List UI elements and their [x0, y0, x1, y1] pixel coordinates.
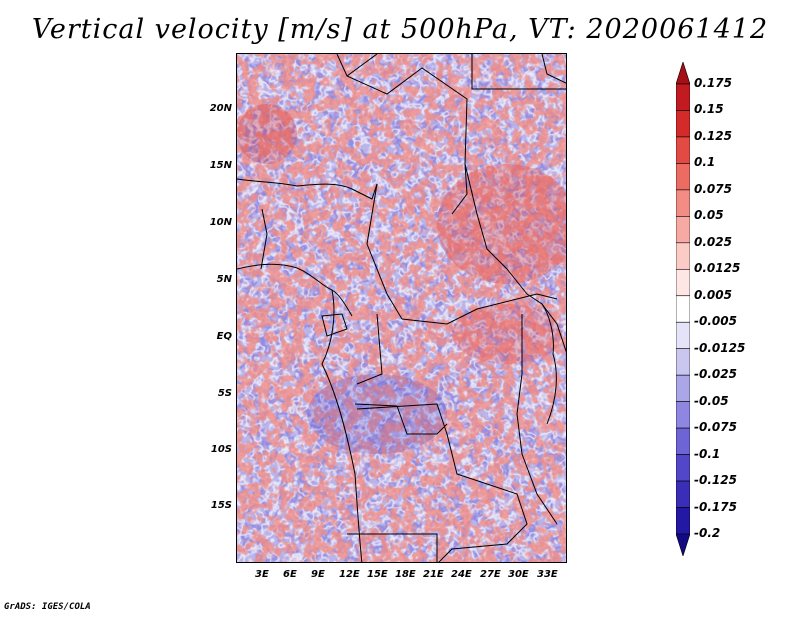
- lon-label: 33E: [537, 569, 558, 580]
- colorbar-label: -0.125: [694, 473, 737, 488]
- colorbar-label: -0.2: [694, 526, 721, 540]
- border-south-sudan: [464, 163, 528, 295]
- colorbar-swatch: [676, 216, 690, 244]
- lon-label: 24E: [451, 569, 472, 580]
- colorbar-label: 0.15: [694, 102, 724, 117]
- colorbar-label: 0.005: [694, 287, 732, 302]
- colorbar-swatch: [676, 189, 690, 217]
- colorbar-label: -0.175: [694, 499, 737, 514]
- lon-label: 3E: [255, 569, 269, 580]
- border-red-sea: [541, 54, 566, 84]
- lon-label: 6E: [283, 569, 297, 580]
- colorbar-label: 0.075: [694, 181, 732, 196]
- descent-region-basin: [307, 374, 447, 454]
- colorbar-swatch: [676, 507, 690, 535]
- colorbar-label: -0.0125: [694, 340, 746, 355]
- colorbar-label: 0.125: [694, 128, 732, 143]
- grads-footer: GrADS: IGES/COLA: [4, 602, 91, 612]
- colorbar-label: -0.075: [694, 420, 737, 435]
- coastline-gulf: [237, 263, 353, 317]
- lat-label: 5S: [217, 388, 232, 399]
- lat-label: 15N: [209, 160, 232, 171]
- ascent-region-east: [437, 164, 566, 284]
- border-cameroon: [366, 183, 403, 320]
- colorbar-swatch: [676, 401, 690, 429]
- lat-label: 5N: [216, 274, 232, 285]
- colorbar-swatch: [676, 454, 690, 482]
- colorbar-swatch: [676, 242, 690, 270]
- border-gabon-congo: [356, 313, 383, 385]
- ascent-region-west: [237, 104, 297, 164]
- lon-label: 27E: [480, 569, 501, 580]
- border-chad-sudan: [336, 54, 468, 215]
- lon-label: 9E: [311, 569, 325, 580]
- lon-label: 21E: [423, 569, 444, 580]
- colorbar-swatch: [676, 295, 690, 323]
- colorbar-swatch: [676, 321, 690, 350]
- velocity-field: [237, 54, 566, 562]
- colorbar-label: -0.05: [694, 393, 729, 408]
- colorbar-swatch: [676, 163, 690, 191]
- colorbar-swatch: [676, 83, 690, 111]
- border-car-drc: [401, 293, 558, 325]
- lat-label: 15S: [210, 500, 232, 511]
- colorbar-label: 0.05: [694, 208, 724, 223]
- border-niger-nigeria: [237, 178, 378, 200]
- colorbar-label: -0.025: [694, 367, 737, 382]
- field-ascent-pattern: [237, 54, 566, 562]
- colorbar: [676, 62, 690, 556]
- colorbar-swatch: [676, 136, 690, 164]
- colorbar-swatch: [676, 348, 690, 376]
- colorbar-swatch: [676, 110, 690, 138]
- border-equatorial-guinea: [321, 313, 348, 337]
- border-congo-drc: [354, 403, 448, 435]
- lat-label: EQ: [216, 331, 232, 342]
- colorbar-label: 0.025: [694, 234, 732, 249]
- lon-label: 12E: [339, 569, 360, 580]
- colorbar-swatch: [676, 480, 690, 508]
- colorbar-swatch: [676, 427, 690, 455]
- border-angola: [356, 403, 528, 562]
- border-namibia: [347, 533, 438, 562]
- lon-label: 18E: [395, 569, 416, 580]
- colorbar-swatch: [676, 268, 690, 297]
- coastline-atlantic: [321, 289, 363, 562]
- map-title: Vertical velocity [m/s] at 500hPa, VT: 2…: [31, 14, 769, 45]
- colorbar-label: -0.1: [694, 446, 721, 461]
- lon-label: 15E: [367, 569, 388, 580]
- lat-label: 10S: [210, 444, 232, 455]
- border-egypt-sudan: [471, 54, 566, 90]
- country-borders: [237, 54, 566, 562]
- border-north-a: [346, 54, 378, 77]
- colorbar-label: 0.1: [694, 155, 716, 170]
- colorbar-swatch: [676, 62, 690, 85]
- colorbar-label: 0.175: [694, 76, 732, 90]
- lat-label: 20N: [209, 103, 232, 114]
- lat-label: 10N: [209, 217, 232, 228]
- ascent-region-lakes: [452, 304, 562, 364]
- border-uganda: [526, 293, 566, 353]
- border-benin: [260, 208, 268, 270]
- lake-victoria-edge: [541, 303, 557, 425]
- lon-label: 30E: [508, 569, 529, 580]
- map-panel: [236, 53, 567, 563]
- colorbar-label: -0.005: [694, 314, 737, 329]
- colorbar-swatch: [676, 374, 690, 402]
- colorbar-swatch: [676, 533, 690, 556]
- colorbar-label: 0.0125: [694, 261, 741, 276]
- border-lake-tanganyika: [516, 314, 558, 525]
